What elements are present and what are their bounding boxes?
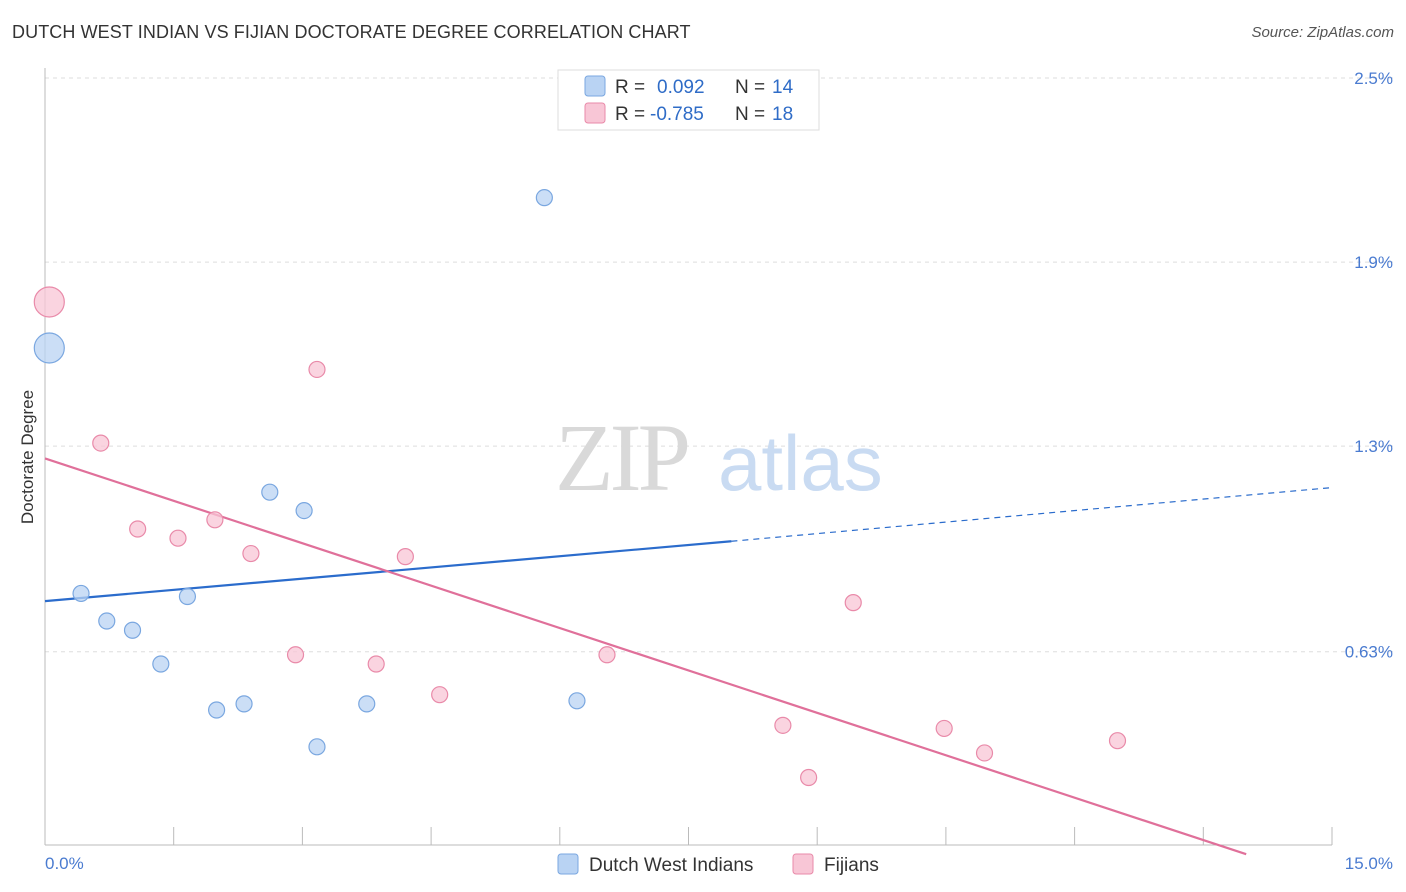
x-tick-label-min: 0.0% [45,854,84,873]
legend-n-value-dutch-west-indians: 14 [772,77,794,98]
point-fijians-6 [286,646,305,664]
point-dutch-west-indians-11 [358,695,376,713]
trendline-fijians [44,457,1247,856]
point-fijians-3 [169,529,187,547]
y-tick-label-2: 1.3% [1354,437,1393,456]
x-tick-label-max: 15.0% [1345,854,1393,873]
bottom-legend-label-dutch-west-indians: Dutch West Indians [589,855,753,876]
point-fijians-0 [33,286,65,318]
legend-r-label-fijians: R = [615,104,645,125]
bottom-legend-swatch-fijians [792,853,814,875]
point-fijians-14 [844,594,862,612]
data-points [33,189,1127,787]
point-fijians-2 [129,520,147,538]
point-fijians-1 [92,434,110,452]
point-dutch-west-indians-3 [123,621,142,639]
x-axis-ticks [173,827,1333,845]
legend-swatch-dutch-west-indians [584,75,606,97]
watermark-zip: ZIP [555,404,688,511]
point-dutch-west-indians-6 [208,701,226,719]
point-fijians-17 [1108,732,1127,750]
point-fijians-15 [935,719,953,738]
point-fijians-8 [367,655,385,673]
point-fijians-10 [431,686,449,704]
legend-r-value-fijians: -0.785 [650,104,704,125]
point-dutch-west-indians-8 [261,483,279,501]
legend: R = 0.092 N = 14 R = -0.785 N = 18 [557,69,820,131]
point-dutch-west-indians-2 [98,612,116,630]
trendlines [44,457,1333,856]
point-fijians-16 [975,744,994,762]
point-dutch-west-indians-9 [295,501,313,520]
point-dutch-west-indians-5 [178,587,197,606]
y-tick-label-0: 2.5% [1354,69,1393,88]
point-dutch-west-indians-7 [235,695,253,713]
y-axis-tick-labels: 2.5% 1.9% 1.3% 0.63% [1345,69,1393,662]
point-dutch-west-indians-13 [568,692,586,710]
point-fijians-12 [774,716,792,734]
point-dutch-west-indians-4 [152,655,170,673]
point-dutch-west-indians-10 [308,738,326,756]
point-fijians-13 [800,768,818,787]
legend-r-value-dutch-west-indians: 0.092 [657,77,705,98]
point-dutch-west-indians-0 [33,332,65,364]
y-axis-label: Doctorate Degree [18,390,37,524]
y-tick-label-1: 1.9% [1354,253,1393,272]
legend-r-label-dutch-west-indians: R = [615,77,645,98]
point-dutch-west-indians-12 [535,189,553,207]
point-fijians-5 [242,544,260,563]
watermark-atlas: atlas [718,419,883,507]
legend-n-value-fijians: 18 [772,104,793,125]
trendline-dutch-west-indians-extension [731,486,1333,542]
bottom-legend-swatch-dutch-west-indians [557,853,579,875]
legend-n-label-fijians: N = [735,104,765,125]
y-tick-label-3: 0.63% [1345,643,1393,662]
legend-swatch-fijians [584,102,606,124]
point-fijians-9 [396,548,414,566]
grid-lines [45,77,1393,653]
source-label: Source: ZipAtlas.com [1251,24,1394,41]
legend-n-label-dutch-west-indians: N = [735,77,765,98]
point-fijians-11 [598,646,616,664]
bottom-legend: Dutch West Indians Fijians [557,853,879,876]
point-fijians-4 [206,511,224,529]
bottom-legend-label-fijians: Fijians [824,855,879,876]
point-dutch-west-indians-1 [72,584,90,603]
point-fijians-7 [308,360,326,379]
chart-title: DUTCH WEST INDIAN VS FIJIAN DOCTORATE DE… [12,22,691,42]
